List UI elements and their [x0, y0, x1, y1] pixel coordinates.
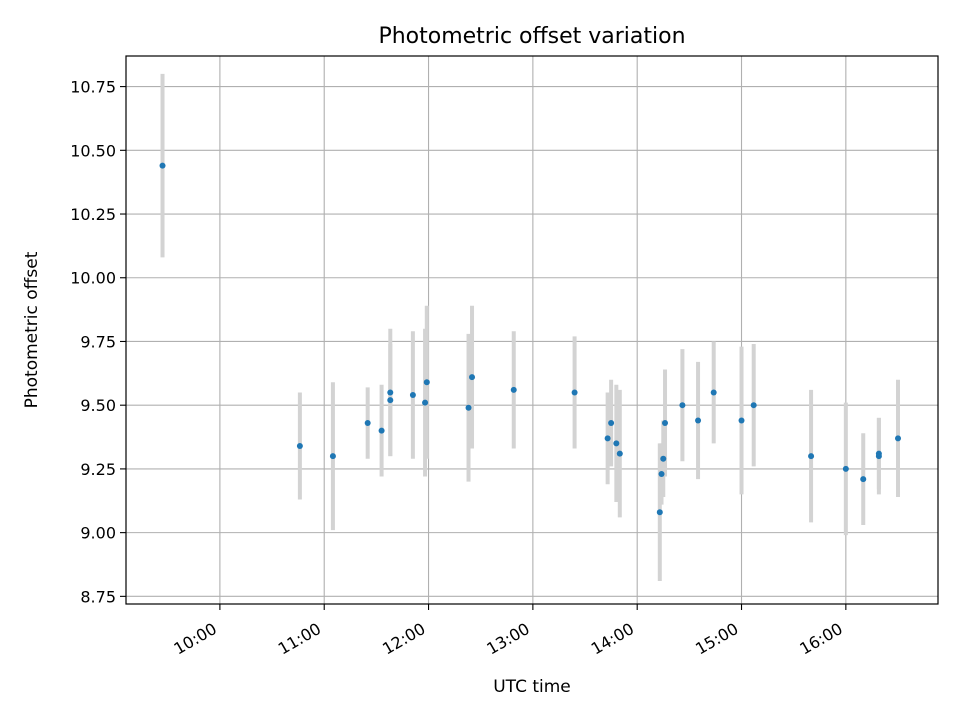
y-tick-label: 10.75	[70, 78, 116, 97]
y-tick-label: 9.00	[80, 524, 116, 543]
data-point	[510, 386, 517, 393]
grid	[126, 56, 938, 604]
data-point	[364, 420, 371, 427]
y-tick-label: 9.75	[80, 332, 116, 351]
data-point	[329, 453, 336, 460]
data-point	[895, 435, 902, 442]
data-point	[710, 389, 717, 396]
data-point	[808, 453, 815, 460]
y-tick-label: 8.75	[80, 587, 116, 606]
data-point	[387, 397, 394, 404]
data-point	[387, 389, 394, 396]
data-point	[616, 450, 623, 457]
data-point	[159, 162, 166, 169]
data-points	[159, 162, 902, 516]
y-axis-label: Photometric offset	[22, 251, 42, 408]
data-point	[860, 476, 867, 483]
data-point	[465, 404, 472, 411]
y-tick-label: 10.25	[70, 205, 116, 224]
y-tick-label: 9.25	[80, 460, 116, 479]
data-point	[469, 374, 476, 381]
data-point	[422, 399, 429, 406]
data-point	[660, 455, 667, 462]
data-point	[750, 402, 757, 409]
data-point	[409, 391, 416, 398]
data-point	[738, 417, 745, 424]
y-tick-label: 10.00	[70, 269, 116, 288]
data-point	[613, 440, 620, 447]
plot-frame	[125, 55, 939, 605]
data-point	[608, 420, 615, 427]
data-point	[571, 389, 578, 396]
data-point	[296, 442, 303, 449]
y-tick-label: 10.50	[70, 141, 116, 160]
data-point	[604, 435, 611, 442]
data-point	[875, 450, 882, 457]
data-point	[656, 509, 663, 516]
data-point	[423, 379, 430, 386]
data-point	[662, 420, 669, 427]
data-point	[378, 427, 385, 434]
chart-title: Photometric offset variation	[378, 24, 685, 49]
data-point	[842, 465, 849, 472]
data-point	[695, 417, 702, 424]
data-point	[679, 402, 686, 409]
data-point	[658, 471, 665, 478]
y-tick-label: 9.50	[80, 396, 116, 415]
x-axis-label: UTC time	[493, 677, 571, 697]
